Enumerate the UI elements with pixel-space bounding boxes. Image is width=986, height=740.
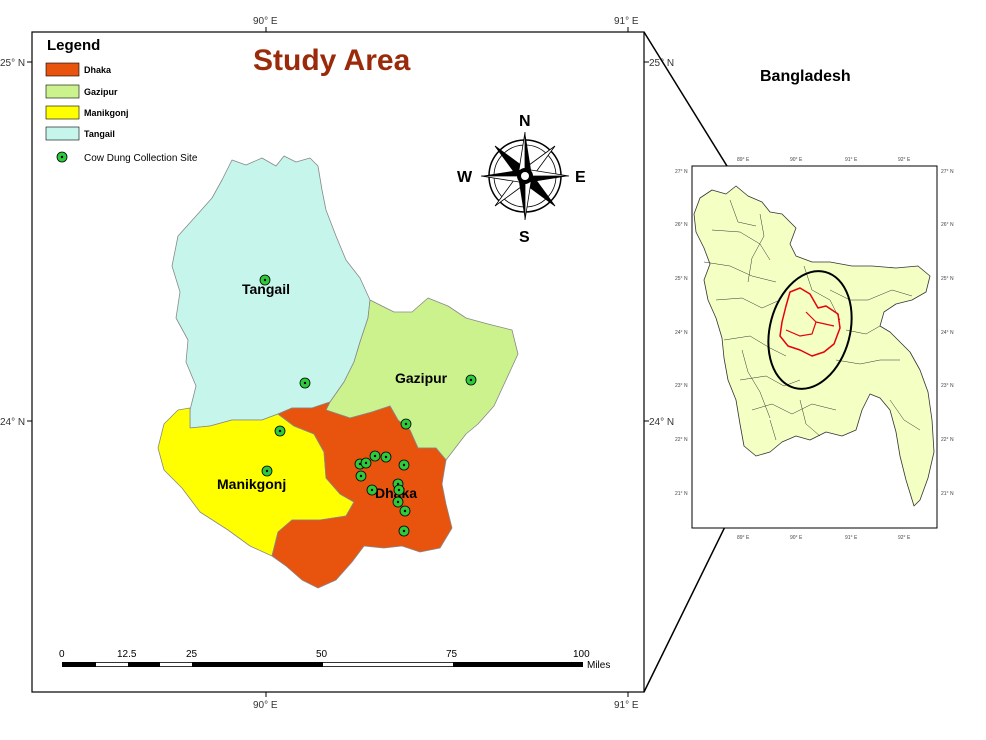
inset-lat-tick: 27° N bbox=[941, 169, 954, 175]
inset-lon-tick: 89° E bbox=[737, 157, 750, 163]
inset-study-area-highlight bbox=[779, 287, 841, 357]
compass-north: N bbox=[519, 113, 531, 130]
label-tangail: Tangail bbox=[242, 281, 290, 297]
inset-lat-tick: 26° N bbox=[675, 222, 688, 228]
inset-district-lines bbox=[703, 199, 921, 441]
scale-tick-50: 50 bbox=[316, 649, 328, 660]
inset-lat-tick: 21° N bbox=[675, 491, 688, 497]
inset-lat-tick: 24° N bbox=[941, 330, 954, 336]
scale-tick-0: 0 bbox=[59, 649, 65, 660]
legend-label-site: Cow Dung Collection Site bbox=[84, 153, 198, 164]
lon-label-top-left: 90° E bbox=[253, 16, 278, 27]
inset-title: Bangladesh bbox=[760, 68, 851, 85]
inset-lat-tick: 23° N bbox=[675, 383, 688, 389]
legend-label-dhaka: Dhaka bbox=[84, 65, 112, 75]
inset-lon-tick: 89° E bbox=[737, 535, 750, 541]
legend-heading: Legend bbox=[47, 37, 100, 54]
inset-lon-tick: 91° E bbox=[845, 535, 858, 541]
inset-lat-tick: 26° N bbox=[941, 222, 954, 228]
lat-label-left-mid: 24° N bbox=[0, 417, 25, 428]
legend-swatch-manikgonj bbox=[45, 105, 80, 120]
scale-bar: 0 12.5 25 50 75 100 Miles bbox=[59, 649, 610, 671]
legend-swatch-tangail bbox=[45, 126, 80, 141]
map-title: Study Area bbox=[253, 44, 411, 77]
collection-sites bbox=[259, 274, 477, 537]
lon-label-top-right: 91° E bbox=[614, 16, 639, 27]
compass-south: S bbox=[519, 229, 530, 246]
legend-label-gazipur: Gazipur bbox=[84, 87, 118, 97]
legend-swatch-gazipur bbox=[45, 84, 80, 99]
label-gazipur: Gazipur bbox=[395, 370, 448, 386]
scale-tick-100: 100 bbox=[573, 649, 590, 660]
inset-lat-tick: 24° N bbox=[675, 330, 688, 336]
inset-lon-tick: 90° E bbox=[790, 535, 803, 541]
inset-focus-ellipse bbox=[767, 270, 853, 390]
scale-unit: Miles bbox=[587, 660, 610, 671]
inset-lon-tick: 92° E bbox=[898, 535, 911, 541]
inset-lat-tick: 25° N bbox=[941, 276, 954, 282]
inset-lon-tick: 90° E bbox=[790, 157, 803, 163]
inset-lat-tick: 23° N bbox=[941, 383, 954, 389]
inset-lat-tick: 21° N bbox=[941, 491, 954, 497]
lon-label-bottom-right: 91° E bbox=[614, 700, 639, 711]
scale-tick-12-5: 12.5 bbox=[117, 649, 137, 660]
inset-map: 89° E 90° E 91° E 92° E 89° E 90° E 91° … bbox=[675, 157, 954, 541]
compass-east: E bbox=[575, 169, 586, 186]
scale-tick-25: 25 bbox=[186, 649, 198, 660]
compass-rose-icon bbox=[480, 131, 570, 221]
lat-label-left-top: 25° N bbox=[0, 58, 25, 69]
inset-lat-tick: 22° N bbox=[675, 437, 688, 443]
lat-label-right-top: 25° N bbox=[649, 58, 674, 69]
scale-tick-75: 75 bbox=[446, 649, 458, 660]
district-dhaka bbox=[271, 401, 453, 589]
compass-west: W bbox=[457, 169, 473, 186]
label-manikgonj: Manikgonj bbox=[217, 476, 286, 492]
inset-lon-tick: 91° E bbox=[845, 157, 858, 163]
inset-lon-tick: 92° E bbox=[898, 157, 911, 163]
inset-bangladesh-shape bbox=[693, 185, 935, 507]
lon-label-bottom-left: 90° E bbox=[253, 700, 278, 711]
inset-lat-tick: 25° N bbox=[675, 276, 688, 282]
legend: Legend Dhaka Gazipur Manikgonj Tangail C… bbox=[45, 37, 198, 164]
legend-label-manikgonj: Manikgonj bbox=[84, 108, 129, 118]
inset-lat-tick: 27° N bbox=[675, 169, 688, 175]
district-map bbox=[157, 155, 519, 589]
inset-lat-tick: 22° N bbox=[941, 437, 954, 443]
legend-label-tangail: Tangail bbox=[84, 129, 115, 139]
lat-label-right-mid: 24° N bbox=[649, 417, 674, 428]
legend-swatch-dhaka bbox=[45, 62, 80, 77]
